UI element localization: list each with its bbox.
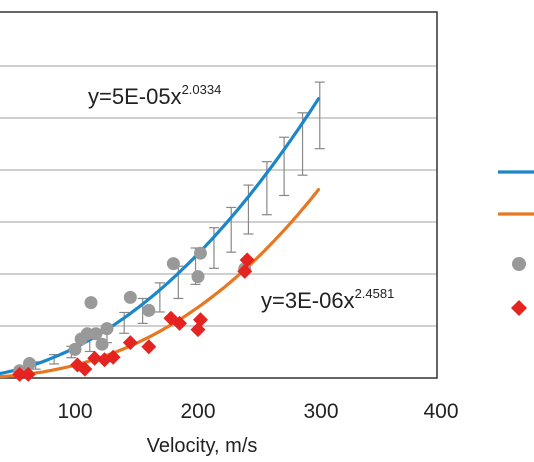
- data-point-diamond: [172, 315, 188, 331]
- data-point-circle: [84, 296, 98, 310]
- plot-area-frame: [0, 11, 438, 379]
- data-point-diamond: [141, 339, 157, 355]
- data-point-circle: [100, 322, 114, 336]
- data-point-circle: [123, 290, 137, 304]
- data-point-diamond: [77, 361, 93, 377]
- data-point-circle: [193, 246, 207, 260]
- fit-equation-blue: y=5E-05x2.0334: [88, 82, 221, 109]
- x-tick-label: 100: [57, 400, 92, 423]
- legend-diamond-swatch: [511, 300, 527, 316]
- data-point-diamond: [87, 350, 103, 366]
- x-tick-label: 200: [180, 400, 215, 423]
- data-point-diamond: [192, 312, 208, 328]
- fit-line: [0, 97, 321, 376]
- data-point-circle: [22, 356, 36, 370]
- data-point-circle: [191, 270, 205, 284]
- fit-equation-blue-base: y=5E-05x: [88, 84, 182, 109]
- x-tick-layer: 100 200 300 400: [57, 400, 458, 423]
- data-point-diamond: [20, 366, 36, 382]
- data-point-diamond: [105, 349, 121, 365]
- fit-equation-orange-exponent: 2.4581: [355, 286, 395, 301]
- data-point-circle: [166, 257, 180, 271]
- grid-layer: [0, 65, 437, 327]
- data-point-circle: [68, 342, 82, 356]
- fit-line-layer: [0, 97, 321, 379]
- data-point-circle: [89, 327, 103, 341]
- fit-equation-orange: y=3E-06x2.4581: [261, 286, 394, 313]
- fit-equation-orange-base: y=3E-06x: [261, 288, 355, 313]
- data-point-diamond: [122, 335, 138, 351]
- marker-layer: [12, 246, 255, 382]
- legend: [498, 170, 534, 316]
- data-point-diamond: [239, 252, 255, 268]
- data-point-circle: [142, 303, 156, 317]
- x-axis-label: Velocity, m/s: [147, 435, 258, 457]
- x-tick-label: 400: [423, 400, 458, 423]
- data-point-circle: [95, 337, 109, 351]
- error-bar-layer: [14, 81, 325, 374]
- fit-equation-blue-exponent: 2.0334: [182, 82, 222, 97]
- fit-line: [0, 188, 321, 379]
- x-tick-label: 300: [303, 400, 338, 423]
- data-point-diamond: [12, 366, 28, 382]
- legend-circle-swatch: [512, 257, 526, 271]
- data-point-diamond: [237, 263, 253, 279]
